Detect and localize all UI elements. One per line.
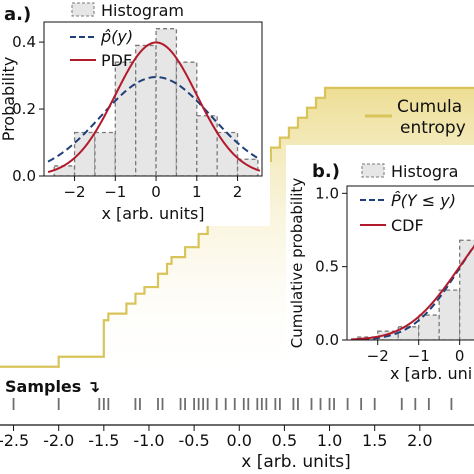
x-tick-label: −1 [408,347,430,365]
histogram-bar [459,239,474,340]
x-tick-label: −2 [63,183,85,201]
inset-b: −2 −1 0 0.0 0.5 1.0 b.) Cumulative probabilit… [286,145,474,385]
y-tick-label: 0.0 [12,167,36,185]
inset-a-ylabel: Probability [0,57,18,142]
x-tick-label: 1.5 [362,431,387,450]
x-tick-label: 0.5 [272,431,297,450]
legend-swatch-histogram [71,2,95,17]
histogram-bar [236,158,259,176]
x-tick-label: -2.0 [43,431,74,450]
x-axis-label: x [arb. units] [241,452,351,472]
inset-a-legend: Histogram p̂(y) PDF [70,1,184,70]
legend-label-pdf: PDF [101,51,132,70]
y-tick-label: 0.2 [12,100,36,118]
x-tick-label: 0.0 [227,431,252,450]
legend-swatch-histogram-b [361,163,385,178]
histogram-bar [135,44,157,176]
inset-b-label: b.) [312,161,340,182]
inset-a-label: a.) [4,4,31,25]
x-tick-label: 0 [455,347,465,365]
histogram-bar [438,289,461,340]
histogram-bar [94,131,116,176]
x-tick-label: 2 [233,183,243,201]
inset-b-histogram [356,239,474,340]
legend-label-cdf: CDF [391,216,424,235]
y-tick-label: 0.0 [315,331,339,349]
inset-a-pdf-curve [47,41,261,173]
inset-b-legend: Histogra P̂(Y ≤ y) CDF [360,162,458,235]
histogram-bar [196,115,218,176]
x-tick-label: −1 [104,183,126,201]
inset-b-frame [346,185,474,341]
inset-b-cdf-curve [351,244,474,340]
legend-label-cumulative: Cumula [397,97,462,117]
y-tick-label: 1.0 [315,184,339,202]
inset-a-histogram [53,28,259,176]
inset-b-ylabel: Cumulative probability [288,178,306,349]
legend-label-histogram: Histogram [101,1,184,20]
histogram-bar [53,165,76,176]
x-tick-label: 0 [151,183,161,201]
x-tick-label: -1.5 [88,431,119,450]
x-tick-label: 1 [192,183,202,201]
inset-b-background [286,145,474,385]
inset-a-axes: −2 −1 0 1 2 0.0 0.2 0.4 [12,33,242,201]
histogram-bar [175,61,198,176]
x-tick-label: -0.5 [179,431,210,450]
x-axis-ticks: -2.5 -2.0 -1.5 -1.0 -0.5 0.0 0.5 1.0 1.5 2.0 [0,425,433,450]
sample-rug [12,398,453,410]
inset-a: −2 −1 0 1 2 0.0 0.2 0.4 a.) Probability x [arb.… [0,0,270,226]
legend-label-estimate-b: P̂(Y ≤ y) [391,191,456,210]
x-tick-label: −2 [367,347,389,365]
histogram-bar [418,314,440,340]
histogram-bar [114,61,137,176]
inset-b-xlabel: x [arb. uni [390,364,472,383]
samples-label: Samples ↴ [5,377,100,396]
x-tick-label: -2.5 [0,431,29,450]
legend-label-estimate: p̂(y) [100,27,133,46]
y-tick-label: 0.4 [12,33,36,51]
legend-label-histogram-b: Histogra [391,162,458,181]
x-tick-label: -1.0 [133,431,164,450]
histogram-bar [155,28,178,176]
inset-a-xlabel: x [arb. units] [101,204,204,223]
x-tick-label: 2.0 [407,431,432,450]
inset-a-frame [43,21,263,177]
y-tick-label: 0.5 [315,258,339,276]
x-tick-label: 1.0 [317,431,342,450]
inset-a-estimate-curve [47,76,261,163]
inset-b-axes: −2 −1 0 0.0 0.5 1.0 [315,184,464,365]
legend-label-entropy: entropy [400,118,466,138]
